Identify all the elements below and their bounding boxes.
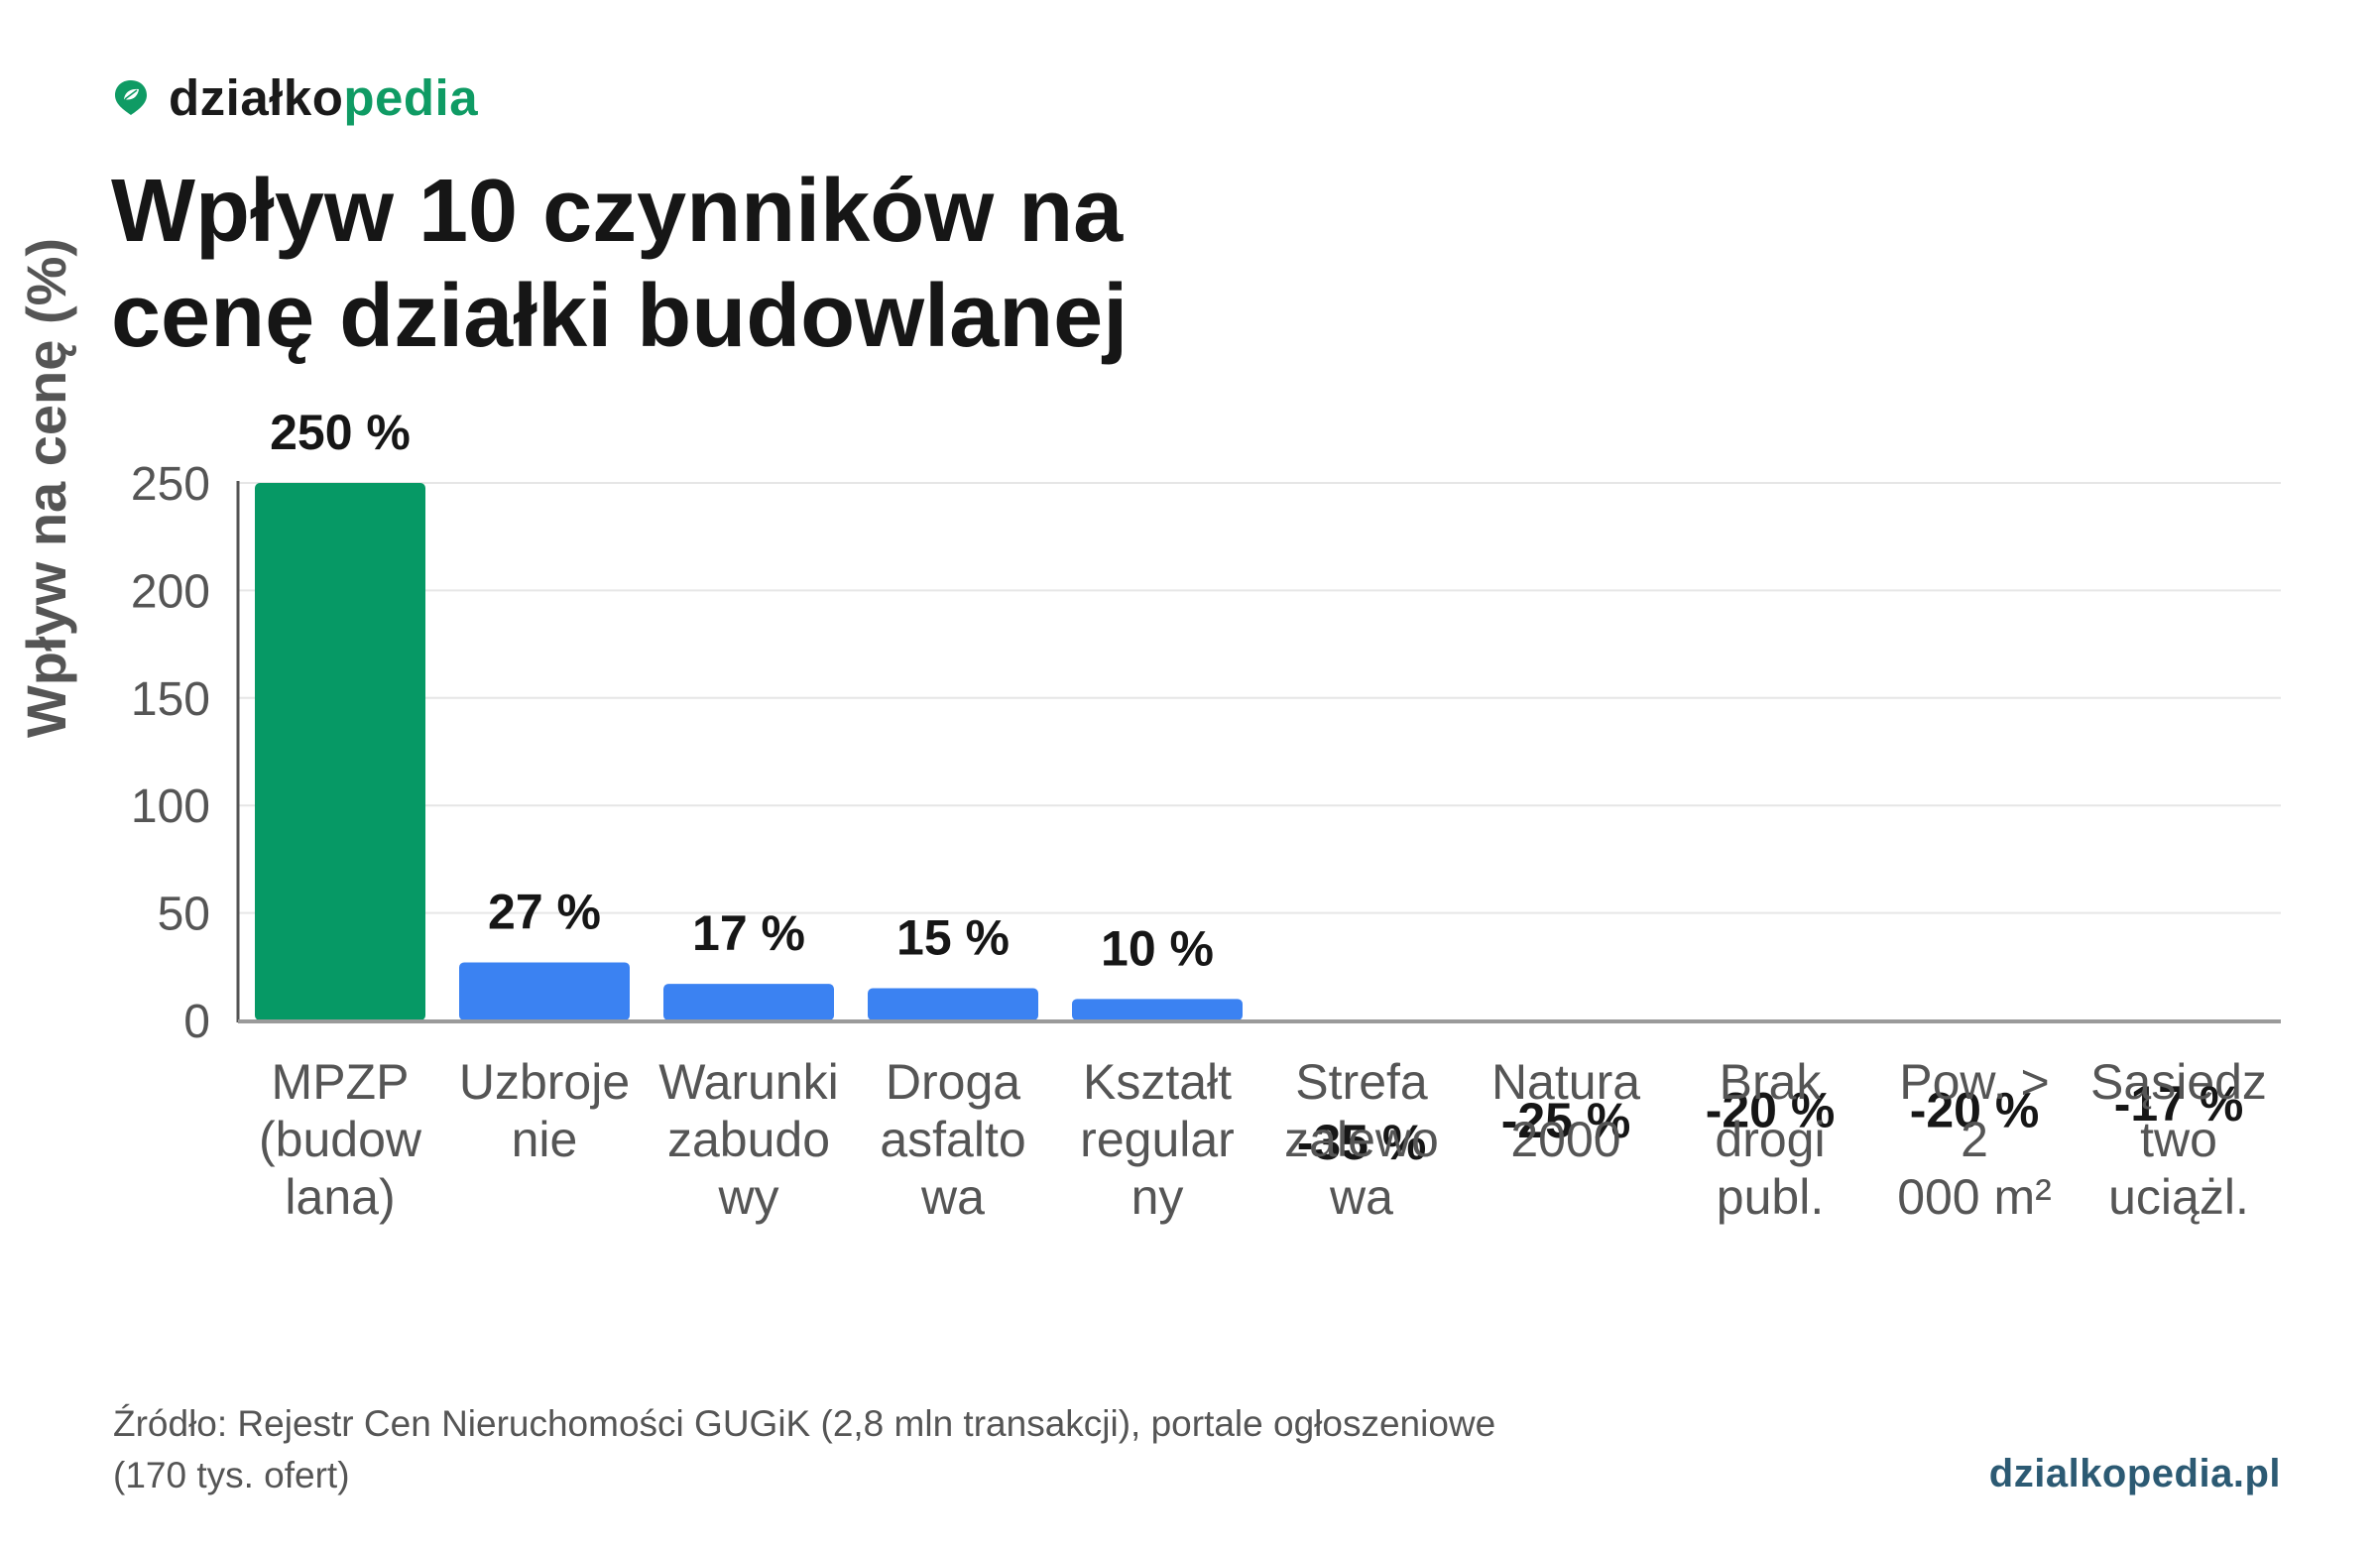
map-pin-leaf-icon [115, 80, 147, 115]
x-tick-label: asfalto [880, 1112, 1025, 1167]
x-tick-label: two [2140, 1112, 2217, 1167]
x-tick-label: wa [1329, 1169, 1393, 1225]
x-tick-label: Sąsiedz [2090, 1054, 2267, 1110]
title-line-1: Wpływ 10 czynników na [111, 162, 1124, 261]
x-tick-label: Droga [886, 1054, 1020, 1110]
x-tick-label: (budow [259, 1112, 422, 1167]
brand-logo: działkopedia [111, 65, 478, 129]
x-tick-label: MPZP [272, 1054, 410, 1110]
x-tick-label: nie [512, 1112, 578, 1167]
bar [868, 988, 1038, 1020]
bar [1072, 999, 1243, 1020]
x-tick-label: zabudo [667, 1112, 830, 1167]
title-line-2: cenę działki budowlanej [111, 267, 1129, 366]
x-tick-label: wa [920, 1169, 985, 1225]
page-title: Wpływ 10 czynników na cenę działki budow… [111, 159, 1128, 369]
data-label: -35 % [1297, 1115, 1427, 1170]
data-label: 17 % [692, 905, 805, 961]
bar [459, 962, 630, 1020]
x-tick-label: 2 [1961, 1112, 1988, 1167]
x-tick-label: Kształt [1083, 1054, 1232, 1110]
y-tick-label: 0 [183, 996, 210, 1048]
y-tick-label: 200 [131, 565, 210, 618]
x-tick-label: Strefa [1295, 1054, 1428, 1110]
x-tick-label: 2000 [1510, 1112, 1620, 1167]
data-label: 15 % [896, 909, 1010, 965]
data-label: -17 % [2114, 1076, 2244, 1132]
source-note: Źródło: Rejestr Cen Nieruchomości GUGiK … [113, 1398, 1495, 1501]
x-tick-label: Pow. > [1899, 1054, 2050, 1110]
bar [255, 483, 425, 1020]
data-label: -20 % [1706, 1082, 1836, 1137]
brand-name: działkopedia [169, 68, 479, 126]
data-label: 250 % [270, 405, 411, 460]
x-tick-label: zalewo [1284, 1112, 1439, 1167]
x-tick-label: Warunki [658, 1054, 839, 1110]
source-line-1: Źródło: Rejestr Cen Nieruchomości GUGiK … [113, 1403, 1496, 1444]
data-label: 10 % [1101, 920, 1214, 976]
x-tick-label: Natura [1491, 1054, 1640, 1110]
x-tick-label: wy [717, 1169, 778, 1225]
data-label: -25 % [1501, 1093, 1631, 1148]
y-tick-label: 250 [131, 458, 210, 511]
x-tick-label: drogi [1715, 1112, 1825, 1167]
y-tick-label: 50 [158, 889, 210, 941]
x-tick-label: ny [1131, 1169, 1184, 1225]
source-line-2: (170 tys. ofert) [113, 1455, 350, 1495]
data-label: 27 % [488, 884, 601, 939]
bar [663, 984, 834, 1020]
site-url: dzialkopedia.pl [1988, 1452, 2281, 1495]
x-tick-label: Brak [1720, 1054, 1823, 1110]
data-label: -20 % [1910, 1082, 2040, 1137]
x-tick-label: lana) [285, 1169, 395, 1225]
x-tick-label: uciążl. [2108, 1169, 2249, 1225]
x-tick-label: regular [1080, 1112, 1235, 1167]
x-tick-label: Uzbroje [459, 1054, 630, 1110]
x-tick-label: publ. [1717, 1169, 1824, 1225]
y-tick-label: 100 [131, 780, 210, 833]
x-tick-label: 000 m² [1897, 1169, 2052, 1225]
y-tick-label: 150 [131, 673, 210, 726]
y-axis-label: Wpływ na cenę (%) [15, 238, 77, 738]
